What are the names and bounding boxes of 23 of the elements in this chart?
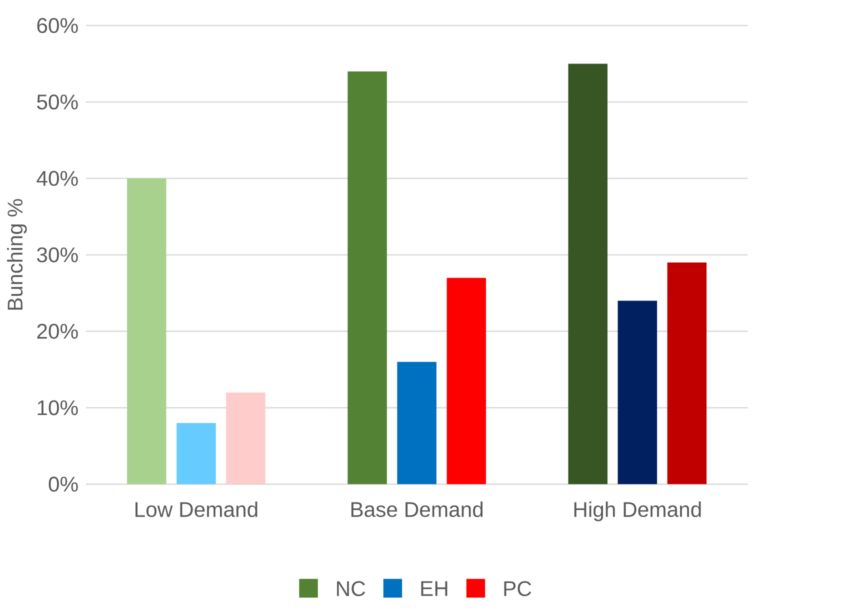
bar bbox=[568, 64, 608, 484]
y-tick-label: 20% bbox=[37, 324, 78, 339]
y-tick-label: 10% bbox=[38, 400, 78, 416]
bar bbox=[348, 71, 387, 484]
y-tick-label: 50% bbox=[37, 94, 78, 110]
y-axis-title: Bunching % bbox=[7, 199, 27, 310]
legend-label: PC bbox=[504, 581, 532, 596]
bar bbox=[667, 262, 707, 484]
x-tick-label: Base Demand bbox=[351, 501, 483, 518]
y-tick-label: 40% bbox=[36, 170, 78, 186]
legend-label: NC bbox=[337, 581, 366, 596]
y-tick-label: 0% bbox=[48, 476, 78, 492]
bar bbox=[226, 392, 266, 484]
y-tick-label: 30% bbox=[37, 247, 78, 262]
x-tick-label: High Demand bbox=[574, 501, 701, 522]
legend-label: EH bbox=[421, 581, 448, 596]
bar bbox=[176, 423, 216, 484]
y-tick-label: 60% bbox=[37, 18, 78, 34]
bar bbox=[618, 300, 658, 484]
bar bbox=[127, 178, 166, 484]
bar bbox=[397, 362, 436, 484]
bar bbox=[446, 278, 486, 484]
x-tick-label: Low Demand bbox=[136, 501, 258, 518]
